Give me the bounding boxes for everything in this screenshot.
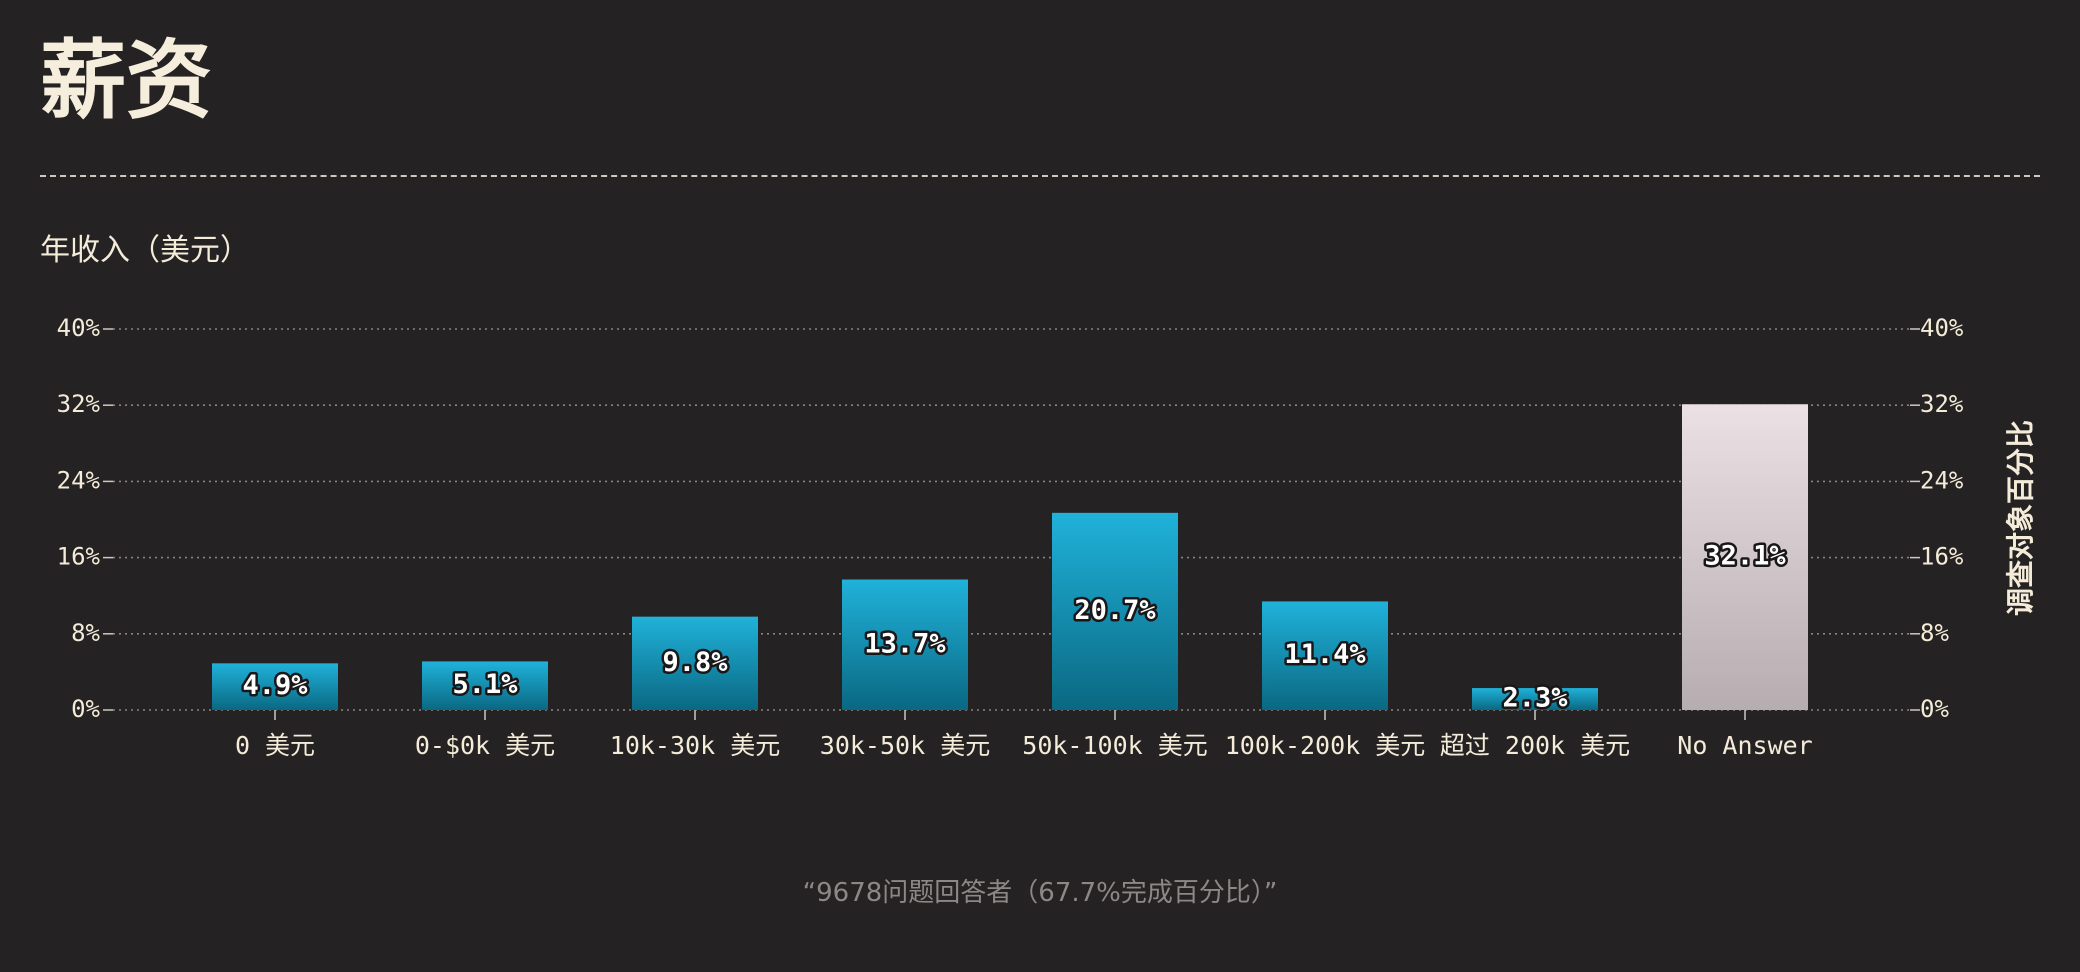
y-tick-label-left: 16% bbox=[57, 543, 101, 571]
y-tick-label-right: 40% bbox=[1920, 314, 1964, 342]
x-tick-label: 50k-100k 美元 bbox=[1022, 731, 1207, 760]
x-tick-label: 0 美元 bbox=[235, 731, 315, 760]
bar-value-label: 4.9% bbox=[242, 670, 308, 701]
bar-value-label: 2.3% bbox=[1502, 683, 1568, 714]
bar-value-label: 20.7% bbox=[1074, 595, 1156, 626]
x-tick-label: 超过 200k 美元 bbox=[1440, 731, 1630, 760]
right-axis-title: 调查对象百分比 bbox=[2004, 420, 2037, 616]
left-y-axis: 0% 8% 16% 24% 32% 40% bbox=[57, 314, 113, 723]
y-tick-label-right: 32% bbox=[1920, 390, 1964, 418]
bar bbox=[1682, 404, 1808, 710]
bar-value-label: 13.7% bbox=[864, 628, 946, 659]
bar-value-label: 9.8% bbox=[662, 647, 728, 678]
x-axis: 0 美元 0-$0k 美元 10k-30k 美元 30k-50k 美元 50k-100k… bbox=[235, 710, 1813, 760]
bar-value-label: 5.1% bbox=[452, 669, 518, 700]
bar bbox=[1472, 688, 1598, 710]
y-tick-label-left: 24% bbox=[57, 466, 101, 494]
bar bbox=[212, 663, 338, 710]
title-divider bbox=[40, 175, 2040, 177]
x-tick-label: 100k-200k 美元 bbox=[1225, 731, 1426, 760]
page-title: 薪资 bbox=[40, 31, 212, 131]
bar bbox=[422, 661, 548, 710]
x-tick-label: No Answer bbox=[1677, 731, 1812, 760]
y-tick-label-right: 8% bbox=[1920, 619, 1949, 647]
bar bbox=[842, 579, 968, 710]
y-tick-label-left: 8% bbox=[71, 619, 100, 647]
right-y-axis: 0% 8% 16% 24% 32% 40% bbox=[1910, 314, 1964, 723]
chart-title: 年收入（美元） bbox=[40, 233, 250, 268]
bar-value-label: 32.1% bbox=[1704, 541, 1786, 572]
bar bbox=[1262, 601, 1388, 710]
y-tick-label-right: 0% bbox=[1920, 695, 1949, 723]
x-tick-label: 10k-30k 美元 bbox=[610, 731, 780, 760]
y-tick-label-right: 16% bbox=[1920, 543, 1964, 571]
y-tick-label-left: 40% bbox=[57, 314, 101, 342]
x-tick-label: 30k-50k 美元 bbox=[820, 731, 990, 760]
bar bbox=[632, 616, 758, 710]
y-tick-label-right: 24% bbox=[1920, 466, 1964, 494]
bar bbox=[1052, 512, 1178, 710]
x-tick-label: 0-$0k 美元 bbox=[415, 731, 555, 760]
y-tick-label-left: 32% bbox=[57, 390, 101, 418]
gridlines bbox=[113, 328, 1910, 711]
bars bbox=[212, 404, 1808, 710]
bar-value-label: 11.4% bbox=[1284, 639, 1366, 670]
footnote: “9678问题回答者（67.7%完成百分比）” bbox=[802, 878, 1278, 908]
y-tick-label-left: 0% bbox=[71, 695, 100, 723]
bar-value-labels: 4.9% 5.1% 9.8% 13.7% 20.7% 11.4% 2.3% 32.1% bbox=[240, 538, 1789, 716]
